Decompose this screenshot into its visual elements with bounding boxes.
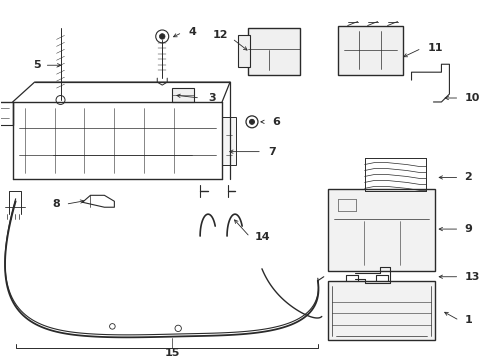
Text: 13: 13 <box>465 272 480 282</box>
Text: 15: 15 <box>165 348 180 358</box>
Text: 9: 9 <box>465 224 472 234</box>
Bar <box>172 88 194 102</box>
Text: 14: 14 <box>255 232 270 242</box>
Bar <box>238 35 250 67</box>
Bar <box>222 117 236 165</box>
Circle shape <box>249 120 254 124</box>
Text: 6: 6 <box>272 117 280 127</box>
Text: 3: 3 <box>208 93 216 103</box>
Bar <box>338 26 403 75</box>
Text: 2: 2 <box>465 172 472 183</box>
Bar <box>248 27 300 75</box>
Text: 5: 5 <box>33 60 41 70</box>
Bar <box>328 189 436 271</box>
Text: 4: 4 <box>188 27 196 37</box>
Bar <box>328 281 436 340</box>
Text: 7: 7 <box>268 147 276 157</box>
Text: 12: 12 <box>213 31 228 40</box>
Circle shape <box>159 34 165 39</box>
Text: 8: 8 <box>53 199 61 209</box>
Text: 1: 1 <box>465 315 472 325</box>
Text: 10: 10 <box>465 93 480 103</box>
Text: 11: 11 <box>427 43 443 53</box>
